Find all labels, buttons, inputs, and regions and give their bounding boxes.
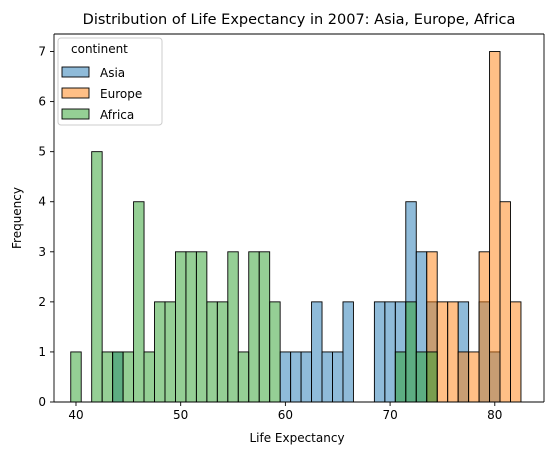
bar-europe [500, 202, 510, 402]
legend-title: continent [71, 42, 128, 56]
bar-europe [469, 352, 479, 402]
bar-africa [186, 252, 196, 402]
bar-africa [71, 352, 81, 402]
y-tick-label: 0 [38, 395, 46, 409]
legend-swatch-asia [62, 67, 89, 77]
bar-asia [291, 352, 301, 402]
bar-africa [102, 352, 112, 402]
x-tick-label: 50 [173, 408, 188, 422]
y-tick-label: 7 [38, 45, 46, 59]
bar-europe [511, 302, 521, 402]
y-tick-label: 3 [38, 245, 46, 259]
x-tick-label: 70 [382, 408, 397, 422]
bar-africa [207, 302, 217, 402]
bar-africa [144, 352, 154, 402]
y-tick-label: 4 [38, 195, 46, 209]
legend-label-africa: Africa [100, 108, 134, 122]
bar-africa [238, 352, 248, 402]
chart-title: Distribution of Life Expectancy in 2007:… [83, 12, 516, 28]
bar-africa [217, 302, 227, 402]
bar-africa [259, 252, 269, 402]
y-tick-label: 2 [38, 295, 46, 309]
bar-africa [165, 302, 175, 402]
legend-swatch-africa [62, 109, 89, 119]
x-tick-label: 80 [487, 408, 502, 422]
bar-europe [437, 302, 447, 402]
legend-label-europe: Europe [100, 87, 142, 101]
bar-europe [490, 52, 500, 402]
y-tick-label: 6 [38, 95, 46, 109]
y-tick-label: 1 [38, 345, 46, 359]
bar-asia [301, 352, 311, 402]
y-tick-label: 5 [38, 145, 46, 159]
legend-swatch-europe [62, 88, 89, 98]
x-tick-label: 60 [278, 408, 293, 422]
x-axis-label: Life Expectancy [249, 431, 344, 445]
legend: continent Asia Europe Africa [58, 38, 162, 125]
bar-africa [416, 352, 426, 402]
bar-africa [155, 302, 165, 402]
y-axis-label: Frequency [10, 187, 24, 249]
bar-africa [406, 302, 416, 402]
bar-asia [333, 352, 343, 402]
bar-asia [312, 302, 322, 402]
bar-africa [196, 252, 206, 402]
bar-africa [134, 202, 144, 402]
bar-asia [385, 302, 395, 402]
bar-europe [448, 302, 458, 402]
bar-africa [249, 252, 259, 402]
bar-africa [395, 352, 405, 402]
bar-europe [479, 252, 489, 402]
bar-africa [228, 252, 238, 402]
legend-label-asia: Asia [100, 66, 125, 80]
bar-europe [458, 352, 468, 402]
bar-africa [92, 152, 102, 402]
bar-asia [280, 352, 290, 402]
bar-africa [123, 352, 133, 402]
bar-africa [427, 352, 437, 402]
bar-asia [322, 352, 332, 402]
bar-africa [175, 252, 185, 402]
bar-africa [113, 352, 123, 402]
bar-asia [374, 302, 384, 402]
bar-asia [343, 302, 353, 402]
x-tick-label: 40 [68, 408, 83, 422]
bar-africa [270, 302, 280, 402]
